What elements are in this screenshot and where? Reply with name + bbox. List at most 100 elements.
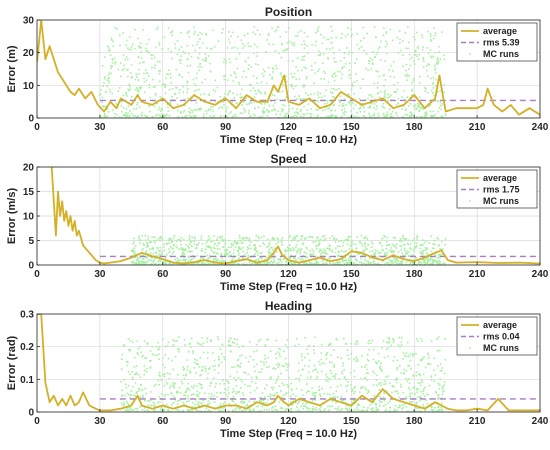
mc-run-point	[187, 400, 190, 402]
mc-run-point	[178, 386, 181, 389]
mc-run-point	[269, 116, 271, 118]
mc-run-point	[158, 374, 161, 376]
mc-run-point	[257, 262, 259, 265]
mc-run-point	[154, 64, 157, 66]
mc-run-point	[358, 108, 361, 110]
mc-run-point	[386, 236, 389, 239]
mc-run-point	[306, 390, 309, 392]
mc-run-point	[138, 45, 141, 48]
mc-run-point	[231, 399, 234, 402]
mc-run-point	[365, 259, 368, 262]
mc-run-point	[378, 96, 381, 99]
mc-run-point	[283, 258, 285, 260]
mc-run-point	[184, 391, 187, 394]
mc-run-point	[146, 72, 149, 75]
mc-run-point	[366, 411, 369, 412]
mc-run-point	[196, 247, 198, 249]
mc-run-point	[431, 259, 434, 261]
mc-run-point	[368, 348, 370, 351]
mc-run-point	[259, 397, 261, 399]
mc-run-point	[327, 81, 330, 84]
mc-run-point	[257, 106, 260, 109]
mc-run-point	[280, 56, 283, 59]
mc-run-point	[147, 260, 149, 262]
mc-run-point	[186, 44, 189, 47]
mc-run-point	[137, 390, 140, 393]
mc-run-point	[178, 74, 181, 76]
mc-run-point	[335, 238, 338, 240]
mc-run-point	[385, 410, 388, 412]
mc-run-point	[437, 117, 439, 118]
mc-run-point	[191, 408, 194, 411]
mc-run-point	[338, 104, 341, 107]
mc-run-point	[271, 256, 273, 259]
data-layer	[50, 167, 540, 265]
mc-run-point	[351, 390, 353, 393]
mc-run-point	[348, 248, 351, 251]
mc-run-point	[403, 247, 406, 250]
mc-run-point	[297, 112, 300, 115]
mc-run-point	[149, 117, 152, 118]
mc-run-point	[226, 106, 229, 109]
mc-run-point	[354, 343, 357, 345]
mc-run-point	[310, 108, 313, 110]
mc-run-point	[249, 247, 252, 250]
mc-run-point	[209, 339, 212, 341]
mc-run-point	[192, 352, 194, 354]
mc-run-point	[364, 117, 366, 118]
mc-run-point	[383, 27, 385, 30]
mc-run-point	[168, 377, 171, 380]
mc-run-point	[312, 253, 315, 255]
mc-run-point	[121, 394, 124, 396]
mc-run-point	[317, 236, 319, 238]
mc-run-point	[291, 76, 294, 78]
mc-run-point	[405, 370, 408, 372]
mc-run-point	[350, 260, 353, 263]
mc-run-point	[377, 383, 380, 385]
mc-run-point	[424, 386, 426, 389]
mc-run-point	[415, 398, 417, 400]
mc-run-point	[280, 396, 283, 399]
mc-run-point	[271, 410, 274, 412]
mc-run-point	[418, 110, 420, 113]
mc-run-point	[387, 375, 389, 377]
mc-run-point	[347, 235, 350, 238]
mc-run-point	[157, 401, 159, 404]
mc-run-point	[212, 246, 215, 249]
mc-run-point	[165, 113, 168, 116]
mc-run-point	[135, 73, 137, 75]
mc-run-point	[383, 235, 385, 237]
mc-run-point	[438, 264, 441, 265]
mc-run-point	[188, 389, 191, 392]
mc-run-point	[164, 345, 167, 348]
mc-run-point	[435, 117, 438, 118]
mc-run-point	[187, 257, 190, 259]
x-axis-label: Time Step (Freq = 10.0 Hz)	[220, 281, 357, 293]
mc-run-point	[381, 260, 384, 262]
mc-run-point	[190, 240, 193, 243]
mc-run-point	[303, 264, 305, 265]
mc-run-point	[385, 31, 388, 33]
mc-run-point	[373, 112, 376, 115]
mc-run-point	[277, 366, 280, 369]
mc-run-point	[264, 358, 266, 360]
mc-run-point	[426, 393, 428, 395]
mc-run-point	[205, 60, 207, 62]
mc-run-point	[187, 409, 189, 412]
mc-run-point	[187, 395, 189, 397]
mc-run-point	[199, 374, 202, 376]
mc-run-point	[262, 261, 265, 264]
mc-run-point	[120, 62, 122, 64]
mc-run-point	[177, 238, 179, 241]
mc-run-point	[300, 108, 303, 111]
mc-run-point	[368, 340, 370, 342]
mc-run-point	[145, 261, 148, 264]
mc-run-point	[245, 237, 248, 240]
mc-run-point	[202, 399, 204, 402]
mc-run-point	[160, 407, 162, 409]
mc-run-point	[219, 263, 221, 265]
mc-run-point	[127, 361, 129, 364]
mc-run-point	[410, 113, 413, 115]
mc-run-point	[345, 261, 348, 263]
mc-run-point	[130, 77, 133, 79]
